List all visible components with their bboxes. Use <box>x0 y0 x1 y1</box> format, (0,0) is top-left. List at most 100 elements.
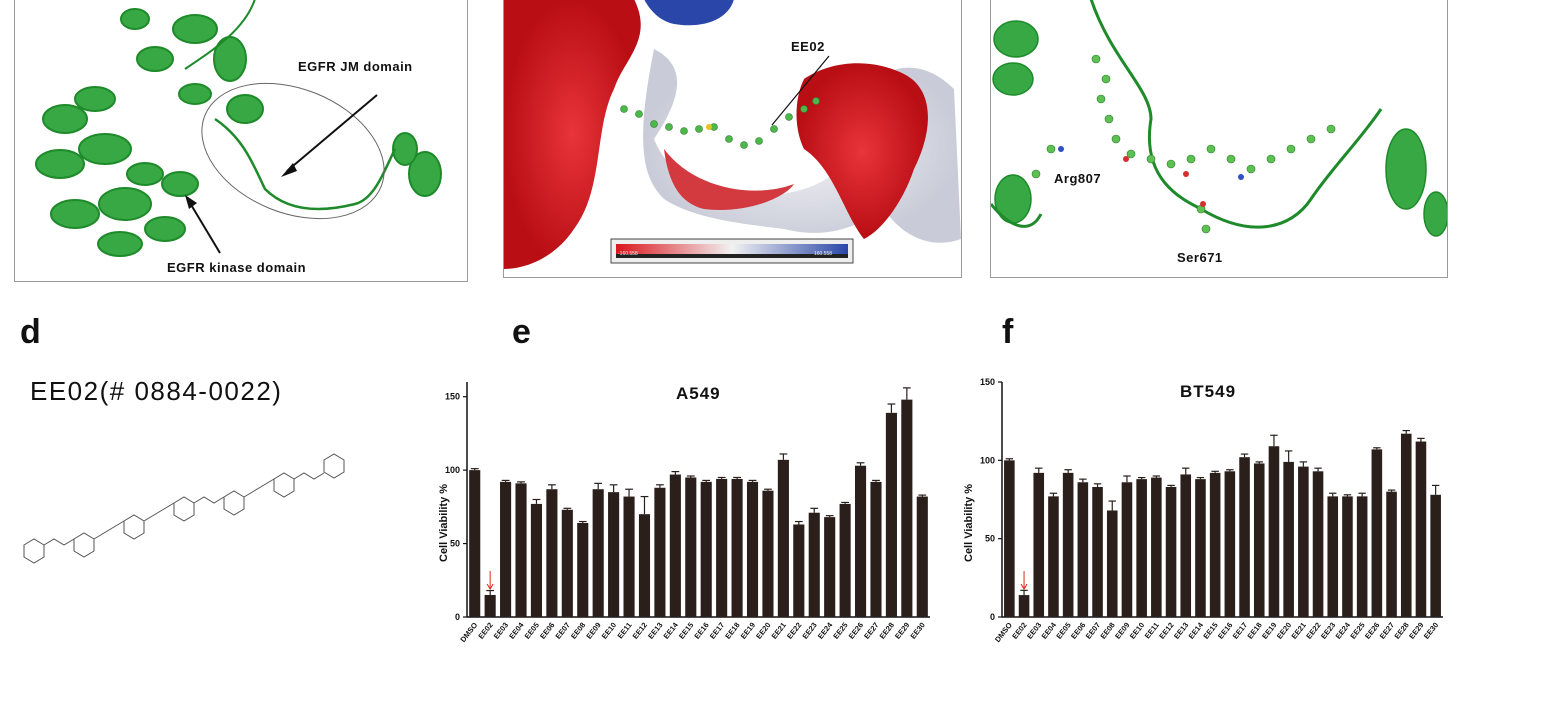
x-tick-label: EE06 <box>1069 621 1087 641</box>
scale-max-label: 160.558 <box>814 251 833 257</box>
chart-plot: 050100150DMSOEE02EE03EE04EE05EE06EE07EE0… <box>980 377 1443 644</box>
chart-plot: 050100150DMSOEE02EE03EE04EE05EE06EE07EE0… <box>445 382 930 644</box>
panel-e-letter: e <box>512 313 531 351</box>
x-tick-label: EE12 <box>631 621 649 641</box>
x-tick-label: EE26 <box>1363 621 1381 641</box>
bar-ee30 <box>916 496 928 617</box>
x-tick-label: EE12 <box>1157 621 1175 641</box>
bar-ee27 <box>1386 491 1397 617</box>
interaction-illustration <box>991 0 1447 237</box>
x-tick-label: EE25 <box>831 621 849 641</box>
chemical-structure-drawing <box>23 453 345 564</box>
bar-ee12 <box>638 514 651 617</box>
panel-f-letter: f <box>1002 313 1014 351</box>
y-tick-label: 100 <box>445 465 460 475</box>
x-tick-label: EE19 <box>739 621 757 641</box>
chart-title: A549 <box>676 384 721 403</box>
bar-ee14 <box>1195 479 1206 617</box>
x-tick-label: EE19 <box>1260 621 1278 641</box>
bar-ee07 <box>1092 486 1103 617</box>
x-tick-label: EE14 <box>1187 620 1206 641</box>
highlight-arrow-head <box>486 583 494 590</box>
bar-ee06 <box>1077 482 1089 617</box>
residue-arg807-label: Arg807 <box>1054 171 1102 186</box>
bar-ee02 <box>484 594 496 617</box>
highlight-arrow-head <box>1020 583 1028 591</box>
x-tick-label: EE08 <box>1098 621 1116 641</box>
x-tick-label: EE14 <box>662 620 681 641</box>
ligand-label: EE02 <box>791 39 825 54</box>
x-tick-label: EE18 <box>723 621 741 641</box>
x-tick-label: EE04 <box>1040 620 1059 641</box>
bar-ee15 <box>685 477 697 617</box>
bar-ee16 <box>1224 471 1236 617</box>
bar-ee19 <box>1268 446 1280 617</box>
bar-ee12 <box>1165 486 1177 617</box>
bar-ee16 <box>700 481 712 617</box>
x-tick-label: EE27 <box>1378 621 1396 641</box>
x-tick-label: EE30 <box>908 621 926 641</box>
x-tick-label: EE26 <box>847 621 865 641</box>
bar-ee17 <box>1239 457 1250 617</box>
bar-ee09 <box>1121 482 1133 617</box>
bar-ee28 <box>885 412 897 617</box>
bar-ee26 <box>854 465 867 617</box>
bar-ee04 <box>515 483 527 617</box>
x-tick-label: EE06 <box>538 621 556 641</box>
bar-ee20 <box>762 490 774 617</box>
panel-d-letter: d <box>20 313 41 351</box>
bar-ee21 <box>1298 466 1309 617</box>
bar-ee18 <box>731 478 743 617</box>
bar-ee10 <box>608 492 620 617</box>
x-tick-label: EE21 <box>770 621 788 641</box>
x-tick-label: EE05 <box>523 621 541 641</box>
chart-a549: A549 Cell Viability % 0 50 100 150 DMSO EE02 E… <box>430 370 940 696</box>
bar-ee03 <box>1033 472 1045 617</box>
bar-ee22 <box>793 524 805 617</box>
y-tick-label: 0 <box>990 612 995 622</box>
bar-ee23 <box>808 512 820 617</box>
x-tick-label: EE08 <box>569 621 587 641</box>
x-tick-label: EE17 <box>708 621 726 641</box>
x-tick-label: EE16 <box>692 621 710 641</box>
x-tick-label: EE27 <box>862 621 880 641</box>
bar-ee29 <box>1415 441 1427 617</box>
bar-ee25 <box>1356 496 1368 617</box>
x-tick-label: EE11 <box>1143 621 1161 641</box>
x-tick-label: EE07 <box>1084 621 1102 641</box>
y-tick-label: 150 <box>980 377 995 387</box>
x-tick-label: EE15 <box>1201 621 1219 641</box>
bar-ee08 <box>577 523 589 617</box>
compound-title: EE02(# 0884-0022) <box>30 376 283 406</box>
x-tick-label: EE29 <box>1407 621 1425 641</box>
bar-ee09 <box>592 489 604 617</box>
bar-ee08 <box>1106 510 1118 617</box>
x-tick-label: EE28 <box>1392 621 1410 641</box>
bar-ee07 <box>561 509 573 617</box>
x-tick-label: EE21 <box>1290 621 1308 641</box>
bar-dmso <box>1004 460 1015 617</box>
y-tick-label: 100 <box>980 455 995 465</box>
bar-ee19 <box>746 481 759 617</box>
x-tick-label: EE17 <box>1231 621 1249 641</box>
bar-ee03 <box>500 481 512 617</box>
x-tick-label: EE03 <box>492 621 510 641</box>
bar-ee18 <box>1253 463 1265 617</box>
y-axis-label: Cell Viability % <box>963 483 975 562</box>
x-tick-label: EE24 <box>816 620 835 641</box>
x-tick-label: EE30 <box>1422 621 1440 641</box>
x-tick-label: EE04 <box>507 620 526 641</box>
egfr-ribbon-illustration <box>35 0 442 257</box>
y-tick-label: 0 <box>455 612 460 622</box>
bar-ee21 <box>777 459 789 617</box>
bar-ee30 <box>1430 494 1441 617</box>
bar-ee24 <box>824 517 836 617</box>
x-tick-label: EE25 <box>1348 621 1366 641</box>
bar-ee14 <box>669 474 681 617</box>
bar-ee26 <box>1371 449 1383 617</box>
x-tick-label: EE15 <box>677 621 695 641</box>
x-tick-label: EE03 <box>1025 621 1043 641</box>
x-tick-label: EE09 <box>1113 621 1131 641</box>
surface-illustration <box>504 0 961 269</box>
bar-dmso <box>469 470 481 617</box>
